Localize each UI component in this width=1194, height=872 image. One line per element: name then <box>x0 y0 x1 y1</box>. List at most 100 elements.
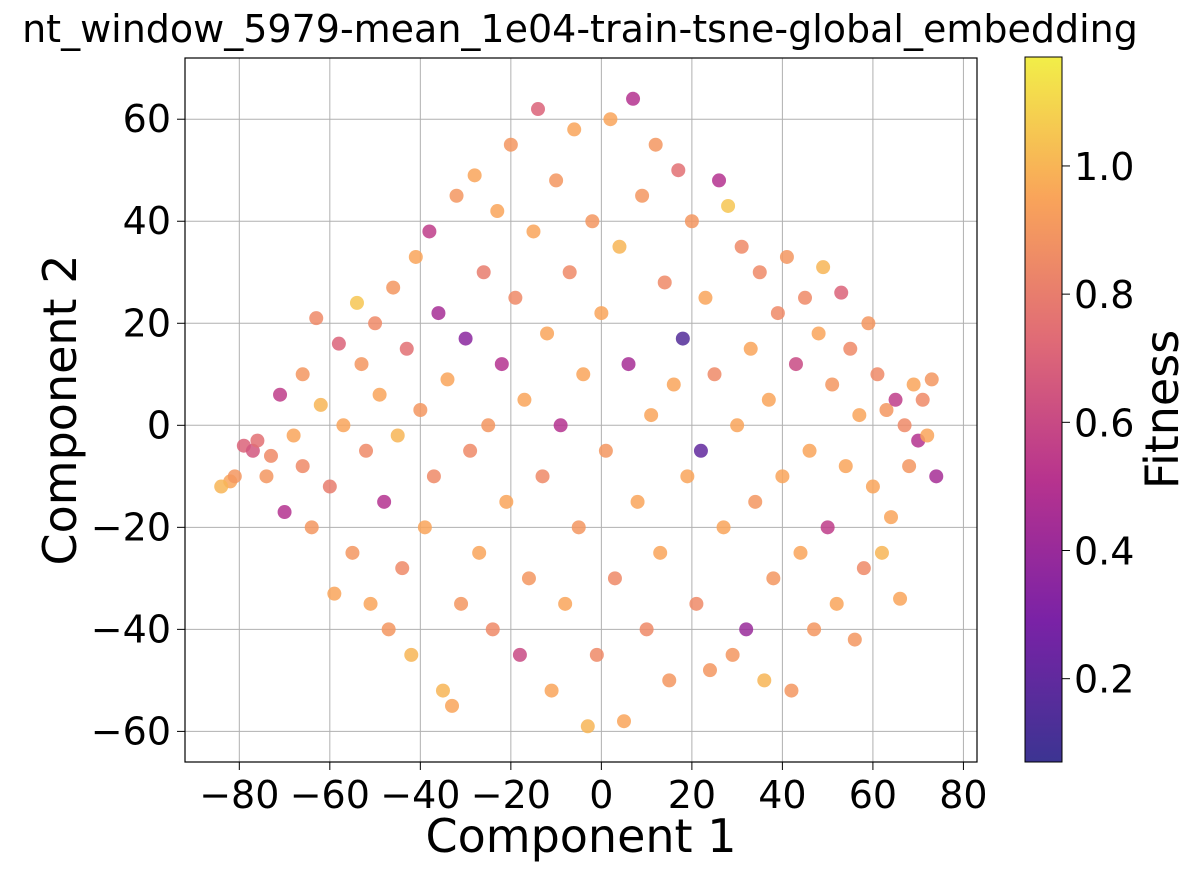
y-tick-label: −20 <box>91 505 171 549</box>
scatter-point <box>843 341 858 356</box>
scatter-points <box>214 91 944 734</box>
scatter-point <box>399 341 414 356</box>
scatter-point <box>829 596 844 611</box>
scatter-point <box>702 663 717 678</box>
scatter-point <box>865 479 880 494</box>
x-tick-label: −20 <box>471 773 551 817</box>
scatter-point <box>721 198 736 213</box>
scatter-point <box>544 683 559 698</box>
x-tick-label: −40 <box>380 773 460 817</box>
y-tick-label: 40 <box>123 199 171 243</box>
colorbar-ticks: 0.2 0.4 0.6 0.8 1.0 <box>1062 145 1134 702</box>
y-tick-label: 0 <box>147 403 171 447</box>
scatter-point <box>761 392 776 407</box>
scatter-point <box>259 469 274 484</box>
x-axis-ticks: −80 −60 −40 −20 0 20 40 60 80 <box>199 762 988 817</box>
scatter-point <box>716 520 731 535</box>
scatter-point <box>680 469 695 484</box>
scatter-point <box>567 122 582 137</box>
scatter-point <box>635 188 650 203</box>
scatter-point <box>263 448 278 463</box>
scatter-point <box>730 418 745 433</box>
scatter-point <box>499 494 514 509</box>
scatter-point <box>304 520 319 535</box>
scatter-point <box>250 433 265 448</box>
scatter-point <box>874 545 889 560</box>
scatter-point <box>440 372 455 387</box>
scatter-point <box>693 443 708 458</box>
colorbar-tick-label: 0.6 <box>1074 401 1134 445</box>
scatter-point <box>879 403 894 417</box>
scatter-point <box>847 632 862 647</box>
scatter-point <box>743 341 758 356</box>
scatter-point <box>825 377 840 392</box>
scatter-point <box>485 622 500 637</box>
scatter-point <box>689 596 704 611</box>
scatter-point <box>295 459 310 474</box>
x-tick-label: 0 <box>589 773 613 817</box>
scatter-point <box>422 224 437 239</box>
scatter-point <box>395 561 410 576</box>
scatter-point <box>929 469 944 484</box>
scatter-point <box>757 673 772 688</box>
scatter-point <box>807 622 822 637</box>
scatter-point <box>327 586 342 601</box>
scatter-point <box>377 494 392 509</box>
x-tick-label: −60 <box>290 773 370 817</box>
scatter-point <box>313 397 328 412</box>
y-tick-label: 60 <box>123 97 171 141</box>
scatter-point <box>616 714 631 729</box>
scatter-point <box>639 622 654 637</box>
scatter-point <box>458 331 473 346</box>
scatter-point <box>607 571 622 586</box>
scatter-point <box>463 443 478 458</box>
scatter-point <box>666 377 681 392</box>
x-tick-label: −80 <box>199 773 279 817</box>
chart-title: nt_window_5979-mean_1e04-train-tsne-glob… <box>22 7 1138 51</box>
y-tick-label: −60 <box>91 709 171 753</box>
scatter-point <box>331 336 346 351</box>
scatter-point <box>571 520 586 535</box>
scatter-point <box>585 214 600 229</box>
scatter-point <box>784 683 799 698</box>
scatter-point <box>454 596 469 611</box>
scatter-point <box>354 357 369 372</box>
x-tick-label: 60 <box>849 773 897 817</box>
scatter-point <box>381 622 396 637</box>
scatter-point <box>227 469 242 484</box>
scatter-point <box>417 520 432 535</box>
scatter-point <box>657 275 672 290</box>
scatter-point <box>594 306 609 321</box>
scatter-point <box>431 306 446 321</box>
scatter-point <box>494 357 509 372</box>
y-axis-ticks: −60 −40 −20 0 20 40 60 <box>91 97 185 753</box>
scatter-point <box>445 698 460 713</box>
colorbar-tick-label: 0.2 <box>1074 658 1134 702</box>
scatter-point <box>707 367 722 382</box>
colorbar-label: Fitness <box>1135 330 1189 489</box>
scatter-point <box>531 102 546 117</box>
scatter-point <box>770 306 785 321</box>
scatter-point <box>893 591 908 606</box>
scatter-point <box>698 290 713 305</box>
scatter-point <box>834 285 849 300</box>
x-tick-label: 40 <box>758 773 806 817</box>
scatter-point <box>553 418 568 433</box>
scatter-point <box>449 188 464 203</box>
scatter-point <box>712 173 727 188</box>
scatter-point <box>368 316 383 331</box>
scatter-point <box>915 392 930 407</box>
scatter-point <box>671 163 686 178</box>
scatter-point <box>286 428 301 443</box>
scatter-point <box>413 403 428 417</box>
scatter-point <box>549 173 564 188</box>
scatter-point <box>884 510 899 525</box>
plot-frame <box>184 57 978 763</box>
scatter-point <box>426 469 441 484</box>
scatter-point <box>748 494 763 509</box>
scatter-point <box>725 647 740 662</box>
scatter-point <box>490 204 505 219</box>
scatter-point <box>408 249 423 264</box>
scatter-point <box>630 494 645 509</box>
